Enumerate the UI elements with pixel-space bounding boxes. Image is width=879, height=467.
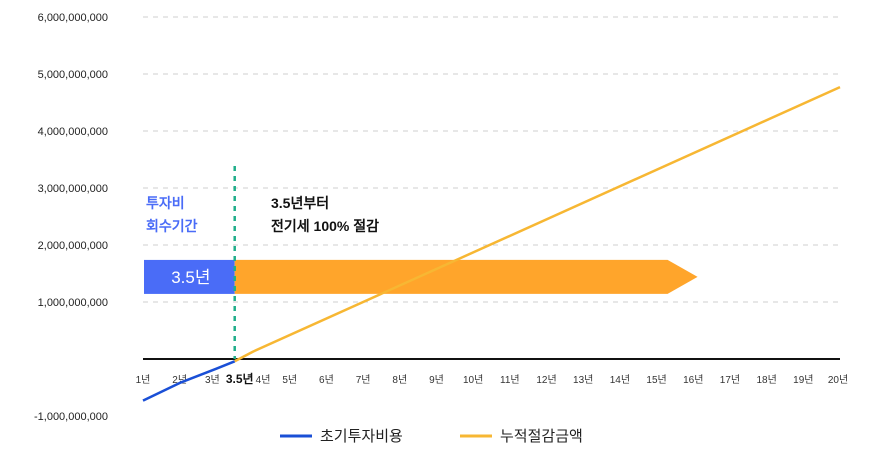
x-tick-label: 3.5년 [226,372,254,386]
x-tick-label: 15년 [646,374,666,386]
x-tick-label: 13년 [573,374,593,386]
y-tick-label: 2,000,000,000 [38,240,108,252]
y-tick-label: 1,000,000,000 [38,297,108,309]
x-tick-label: 8년 [392,374,407,386]
x-tick-label: 19년 [793,374,813,386]
x-tick-label: 3년 [205,374,220,386]
y-tick-label: 5,000,000,000 [38,69,108,81]
x-tick-label: 16년 [683,374,703,386]
grid-lines [143,16,840,303]
x-tick-label: 5년 [282,374,297,386]
annotation-payback-line1: 투자비 [146,195,185,211]
x-tick-label: 6년 [319,374,334,386]
y-tick-label: -1,000,000,000 [34,411,108,423]
payback-band-label: 3.5년 [171,268,210,287]
annotation-savings-line2: 전기세 100% 절감 [271,218,379,234]
legend-label-cumulative-savings: 누적절감금액 [500,428,583,445]
legend-label-initial-cost: 초기투자비용 [320,428,403,445]
y-tick-label: 6,000,000,000 [38,12,108,24]
x-tick-label: 10년 [463,374,483,386]
series-lines [142,85,841,402]
y-tick-label: 4,000,000,000 [38,126,108,138]
period-bands: 3.5년 [144,259,698,294]
x-tick-label: 2년 [172,374,187,386]
annotation-payback-line2: 회수기간 [146,218,198,234]
x-tick-label: 4년 [256,374,271,386]
series-cumulative-savings-line [234,85,841,363]
x-tick-label: 14년 [610,374,630,386]
savings-period-arrow [234,259,698,294]
annotation-savings-line1: 3.5년부터 [271,195,329,211]
x-tick-label: 12년 [536,374,556,386]
x-tick-label: 7년 [356,374,371,386]
y-tick-label: 3,000,000,000 [38,183,108,195]
x-tick-label: 9년 [429,374,444,386]
x-tick-label: 11년 [500,374,520,386]
x-tick-label: 18년 [756,374,776,386]
axes: 6,000,000,000 5,000,000,000 4,000,000,000 3… [34,12,848,423]
legend: 초기투자비용 누적절감금액 [280,428,583,445]
series-initial-cost-line [142,360,236,402]
x-tick-label: 17년 [720,374,740,386]
x-tick-label: 1년 [136,374,151,386]
x-tick-label: 20년 [828,374,848,386]
payback-period-band [144,259,235,294]
